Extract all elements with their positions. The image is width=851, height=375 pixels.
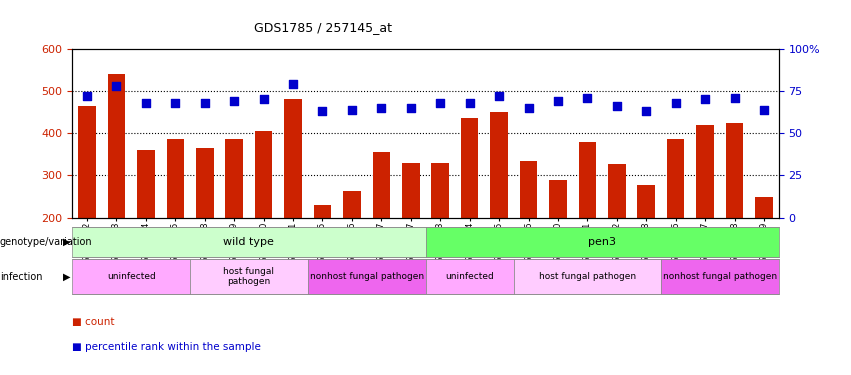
- Bar: [78, 106, 96, 218]
- Point: [346, 106, 359, 112]
- Bar: [431, 163, 449, 218]
- Bar: [373, 152, 390, 217]
- Text: pen3: pen3: [588, 237, 616, 247]
- Bar: [667, 140, 684, 218]
- Point: [286, 81, 300, 87]
- Bar: [402, 163, 420, 218]
- Point: [110, 83, 123, 89]
- Text: uninfected: uninfected: [107, 272, 156, 281]
- Bar: [167, 140, 184, 218]
- Point: [257, 96, 271, 102]
- Bar: [520, 160, 537, 218]
- Bar: [196, 148, 214, 217]
- Point: [639, 108, 653, 114]
- Point: [80, 93, 94, 99]
- Point: [757, 106, 771, 112]
- Text: nonhost fungal pathogen: nonhost fungal pathogen: [663, 272, 777, 281]
- Text: ■ percentile rank within the sample: ■ percentile rank within the sample: [72, 342, 261, 352]
- Point: [580, 95, 594, 101]
- Bar: [284, 99, 302, 218]
- Point: [374, 105, 388, 111]
- Point: [728, 95, 741, 101]
- Point: [139, 100, 152, 106]
- Bar: [314, 205, 331, 218]
- Bar: [696, 124, 714, 217]
- Text: infection: infection: [0, 272, 43, 282]
- Bar: [637, 185, 655, 218]
- Bar: [254, 131, 272, 218]
- Point: [433, 100, 447, 106]
- Text: uninfected: uninfected: [445, 272, 494, 281]
- Text: GDS1785 / 257145_at: GDS1785 / 257145_at: [254, 21, 392, 34]
- Point: [168, 100, 182, 106]
- Bar: [343, 191, 361, 217]
- Point: [699, 96, 712, 102]
- Point: [551, 98, 565, 104]
- Point: [227, 98, 241, 104]
- Bar: [226, 140, 243, 218]
- Bar: [755, 197, 773, 217]
- Bar: [107, 74, 125, 217]
- Point: [669, 100, 683, 106]
- Text: genotype/variation: genotype/variation: [0, 237, 93, 247]
- Text: nonhost fungal pathogen: nonhost fungal pathogen: [310, 272, 424, 281]
- Text: host fungal pathogen: host fungal pathogen: [539, 272, 636, 281]
- Bar: [137, 150, 155, 217]
- Text: ▶: ▶: [63, 272, 70, 282]
- Point: [316, 108, 329, 114]
- Point: [404, 105, 418, 111]
- Bar: [726, 123, 744, 218]
- Text: ■ count: ■ count: [72, 318, 115, 327]
- Bar: [490, 112, 508, 218]
- Text: ▶: ▶: [63, 237, 70, 247]
- Bar: [549, 180, 567, 218]
- Point: [492, 93, 505, 99]
- Point: [198, 100, 212, 106]
- Text: wild type: wild type: [224, 237, 274, 247]
- Point: [463, 100, 477, 106]
- Bar: [461, 118, 478, 218]
- Bar: [608, 164, 625, 218]
- Text: host fungal
pathogen: host fungal pathogen: [224, 267, 274, 286]
- Point: [610, 103, 624, 109]
- Bar: [579, 142, 597, 218]
- Point: [522, 105, 535, 111]
